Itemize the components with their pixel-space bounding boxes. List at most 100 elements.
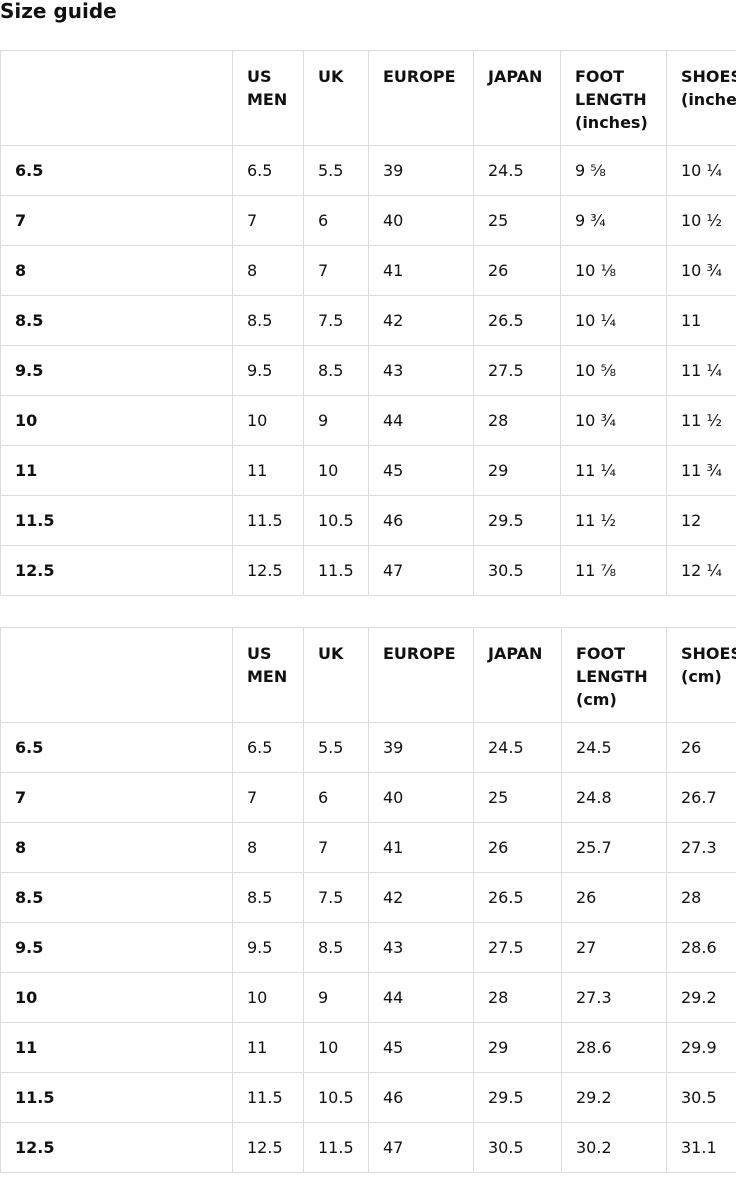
table-row: 11 11 10 45 29 11 ¼ 11 ¾ xyxy=(0,445,736,496)
cell: 5.5 xyxy=(303,722,369,773)
cell: 12.5 xyxy=(232,545,304,596)
cell: 28 xyxy=(473,395,561,446)
row-label: 10 xyxy=(0,972,233,1023)
cell: 30.5 xyxy=(473,1122,562,1173)
cell: 27 xyxy=(561,922,667,973)
row-label: 11 xyxy=(0,445,233,496)
cell: 28 xyxy=(666,872,736,923)
cell: 11 ½ xyxy=(666,395,736,446)
cell: 6 xyxy=(303,772,369,823)
table-wrap: US MEN UK EUROPE JAPAN FOOT LENGTH (cm) SHOES… xyxy=(0,627,736,1173)
cell: 11.5 xyxy=(303,1122,369,1173)
cell: 24.5 xyxy=(473,722,562,773)
cell: 43 xyxy=(368,922,474,973)
cell: 24.5 xyxy=(473,145,561,196)
header-cell: SHOES LENGTH (inches) xyxy=(666,50,736,146)
cell: 26 xyxy=(666,722,736,773)
row-label: 7 xyxy=(0,772,233,823)
cell: 39 xyxy=(368,722,474,773)
cell: 11.5 xyxy=(303,545,369,596)
cell: 28 xyxy=(473,972,562,1023)
cell: 26.5 xyxy=(473,872,562,923)
table-row: 11.5 11.5 10.5 46 29.5 29.2 30.5 xyxy=(0,1072,736,1123)
table-row: 11.5 11.5 10.5 46 29.5 11 ½ 12 xyxy=(0,495,736,546)
row-label: 10 xyxy=(0,395,233,446)
cell: 11 ¾ xyxy=(666,445,736,496)
table-row: 9.5 9.5 8.5 43 27.5 27 28.6 xyxy=(0,922,736,973)
header-cell: EUROPE xyxy=(368,50,474,146)
cell: 8.5 xyxy=(303,922,369,973)
row-label: 8 xyxy=(0,245,233,296)
cell: 11 ½ xyxy=(560,495,667,546)
cell: 10 ½ xyxy=(666,195,736,246)
cell: 29.2 xyxy=(561,1072,667,1123)
cell: 26.5 xyxy=(473,295,561,346)
cell: 9.5 xyxy=(232,922,304,973)
cell: 30.2 xyxy=(561,1122,667,1173)
cell: 29.5 xyxy=(473,495,561,546)
cell: 9 ¾ xyxy=(560,195,667,246)
cell: 27.5 xyxy=(473,345,561,396)
size-table: US MEN UK EUROPE JAPAN FOOT LENGTH (inches) S… xyxy=(0,50,736,596)
header-cell: SHOES LENGTH (cm) xyxy=(666,627,736,723)
cell: 10 ⅝ xyxy=(560,345,667,396)
cell: 8 xyxy=(232,245,304,296)
cell: 30.5 xyxy=(666,1072,736,1123)
cell: 29.9 xyxy=(666,1022,736,1073)
cell: 11 xyxy=(232,445,304,496)
cell: 44 xyxy=(368,972,474,1023)
cell: 43 xyxy=(368,345,474,396)
table-row: 12.5 12.5 11.5 47 30.5 11 ⅞ 12 ¼ xyxy=(0,545,736,596)
row-label: 12.5 xyxy=(0,1122,233,1173)
table-row: 10 10 9 44 28 27.3 29.2 xyxy=(0,972,736,1023)
cell: 6 xyxy=(303,195,369,246)
cell: 10 xyxy=(303,1022,369,1073)
cell: 10 xyxy=(232,972,304,1023)
row-label: 8 xyxy=(0,822,233,873)
cell: 29 xyxy=(473,1022,562,1073)
header-cell: US MEN xyxy=(232,50,304,146)
cell: 26 xyxy=(561,872,667,923)
cell: 8.5 xyxy=(232,872,304,923)
cell: 42 xyxy=(368,295,474,346)
row-label: 12.5 xyxy=(0,545,233,596)
cell: 11 ⅞ xyxy=(560,545,667,596)
cell: 25.7 xyxy=(561,822,667,873)
cell: 39 xyxy=(368,145,474,196)
row-label: 8.5 xyxy=(0,295,233,346)
cell: 10 xyxy=(303,445,369,496)
cell: 12.5 xyxy=(232,1122,304,1173)
cell: 41 xyxy=(368,245,474,296)
cell: 28.6 xyxy=(561,1022,667,1073)
cell: 29.2 xyxy=(666,972,736,1023)
table-row: 11 11 10 45 29 28.6 29.9 xyxy=(0,1022,736,1073)
cell: 9 ⅝ xyxy=(560,145,667,196)
table-row: 7 7 6 40 25 24.8 26.7 xyxy=(0,772,736,823)
cell: 29.5 xyxy=(473,1072,562,1123)
cell: 27.5 xyxy=(473,922,562,973)
cell: 9 xyxy=(303,972,369,1023)
cell: 12 ¼ xyxy=(666,545,736,596)
table-row: 6.5 6.5 5.5 39 24.5 24.5 26 xyxy=(0,722,736,773)
cell: 8 xyxy=(232,822,304,873)
cell: 40 xyxy=(368,195,474,246)
cell: 26 xyxy=(473,822,562,873)
table-row: 8.5 8.5 7.5 42 26.5 26 28 xyxy=(0,872,736,923)
cell: 9 xyxy=(303,395,369,446)
cell: 5.5 xyxy=(303,145,369,196)
cell: 7 xyxy=(303,822,369,873)
row-label: 11.5 xyxy=(0,1072,233,1123)
cell: 28.6 xyxy=(666,922,736,973)
cell: 8.5 xyxy=(232,295,304,346)
cell: 9.5 xyxy=(232,345,304,396)
header-cell: EUROPE xyxy=(368,627,474,723)
row-label: 9.5 xyxy=(0,922,233,973)
cell: 40 xyxy=(368,772,474,823)
cell: 46 xyxy=(368,1072,474,1123)
cell: 6.5 xyxy=(232,722,304,773)
cell: 31.1 xyxy=(666,1122,736,1173)
row-label: 11 xyxy=(0,1022,233,1073)
cell: 29 xyxy=(473,445,561,496)
cell: 45 xyxy=(368,445,474,496)
